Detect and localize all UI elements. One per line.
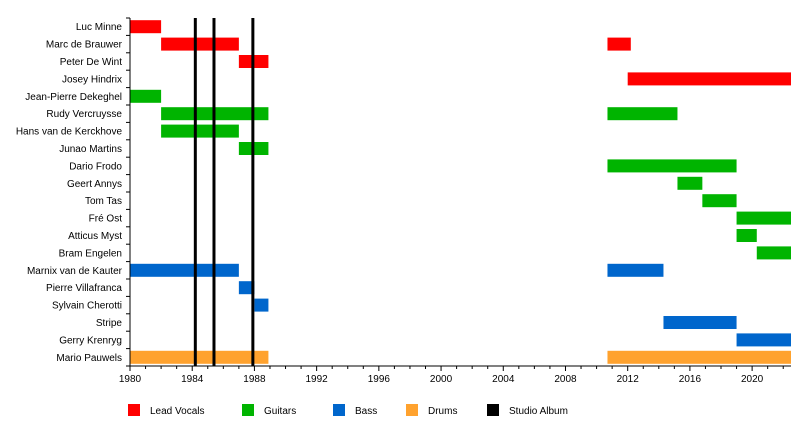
- bar-tom-tas-1: [702, 194, 737, 208]
- legend-swatch-album: [487, 404, 499, 416]
- member-name-jean-pierre-dekeghel: Jean-Pierre Dekeghel: [25, 92, 122, 103]
- legend-label-bass: Bass: [355, 406, 377, 417]
- bar-hans-van-de-kerckhove-1: [161, 124, 239, 138]
- bar-marc-de-brauwer-1: [161, 37, 239, 51]
- x-tick-label-1992: 1992: [306, 374, 329, 385]
- bar-mario-pauwels-2: [607, 350, 791, 364]
- legend-label-guitars: Guitars: [264, 406, 296, 417]
- legend-label-album: Studio Album: [509, 406, 568, 417]
- member-name-geert-annys: Geert Annys: [67, 179, 122, 190]
- member-name-mario-pauwels: Mario Pauwels: [56, 353, 122, 364]
- legend-swatch-guitars: [242, 404, 254, 416]
- member-name-bram-engelen: Bram Engelen: [59, 248, 122, 259]
- x-tick-label-2016: 2016: [679, 374, 702, 385]
- bar-sylvain-cherotti-1: [254, 298, 269, 312]
- bar-josey-hindrix-1: [627, 72, 791, 86]
- x-tick-label-2020: 2020: [741, 374, 764, 385]
- bar-geert-annys-1: [677, 176, 703, 190]
- album-lines: [193, 18, 255, 366]
- legend-swatch-drums: [406, 404, 418, 416]
- member-names: Luc Minne Marc de Brauwer Peter De Wint Jos…: [16, 22, 123, 364]
- member-name-luc-minne: Luc Minne: [76, 22, 123, 33]
- axes: [126, 17, 791, 371]
- member-name-sylvain-cherotti: Sylvain Cherotti: [52, 301, 122, 312]
- member-name-hans-van-de-kerckhove: Hans van de Kerckhove: [16, 127, 123, 138]
- legend-label-drums: Drums: [428, 406, 457, 417]
- x-tick-labels: 1980 1984 1988 1992 1996 2000 2004 2008 2012 2016…: [119, 374, 764, 385]
- bar-bram-engelen-1: [756, 246, 791, 260]
- legend: Lead Vocals Guitars Bass Drums Studio Album: [128, 404, 568, 417]
- bar-rudy-vercruysse-2: [607, 107, 678, 121]
- x-tick-label-1980: 1980: [119, 374, 142, 385]
- member-name-pierre-villafranca: Pierre Villafranca: [46, 283, 122, 294]
- legend-label-vocals: Lead Vocals: [150, 406, 205, 417]
- bar-atticus-myst-1: [736, 229, 757, 242]
- legend-swatch-vocals: [128, 404, 140, 416]
- bar-dario-frodo-1: [607, 159, 737, 173]
- member-name-fre-ost: Fré Ost: [89, 214, 123, 225]
- bar-gerry-krenryg-1: [736, 333, 791, 347]
- x-tick-label-2008: 2008: [554, 374, 577, 385]
- bar-pierre-villafranca-1: [238, 281, 255, 295]
- bar-jean-pierre-dekeghel-1: [130, 89, 162, 103]
- bar-marnix-van-de-kauter-1: [130, 263, 239, 277]
- member-name-josey-hindrix: Josey Hindrix: [62, 74, 122, 85]
- member-name-atticus-myst: Atticus Myst: [68, 231, 122, 242]
- x-tick-label-2012: 2012: [617, 374, 640, 385]
- x-tick-label-2004: 2004: [492, 374, 515, 385]
- member-name-tom-tas: Tom Tas: [85, 196, 122, 207]
- member-name-peter-de-wint: Peter De Wint: [60, 57, 122, 68]
- member-name-stripe: Stripe: [96, 318, 123, 329]
- bar-fre-ost-1: [736, 211, 791, 225]
- bar-marnix-van-de-kauter-2: [607, 263, 664, 277]
- bar-stripe-1: [663, 316, 737, 329]
- x-tick-label-1984: 1984: [181, 374, 204, 385]
- member-name-dario-frodo: Dario Frodo: [69, 161, 122, 172]
- bar-luc-minne-1: [130, 20, 162, 34]
- member-name-gerry-krenryg: Gerry Krenryg: [59, 335, 122, 346]
- legend-swatch-bass: [333, 404, 345, 416]
- member-bars: [130, 20, 791, 364]
- x-tick-label-1988: 1988: [243, 374, 266, 385]
- x-tick-label-2000: 2000: [430, 374, 453, 385]
- member-name-rudy-vercruysse: Rudy Vercruysse: [46, 109, 122, 120]
- bar-marc-de-brauwer-2: [607, 37, 631, 51]
- member-name-marnix-van-de-kauter: Marnix van de Kauter: [27, 266, 123, 277]
- member-name-marc-de-brauwer: Marc de Brauwer: [46, 40, 123, 51]
- bar-mario-pauwels-1: [130, 350, 269, 364]
- x-tick-label-1996: 1996: [368, 374, 391, 385]
- member-name-junao-martins: Junao Martins: [59, 144, 122, 155]
